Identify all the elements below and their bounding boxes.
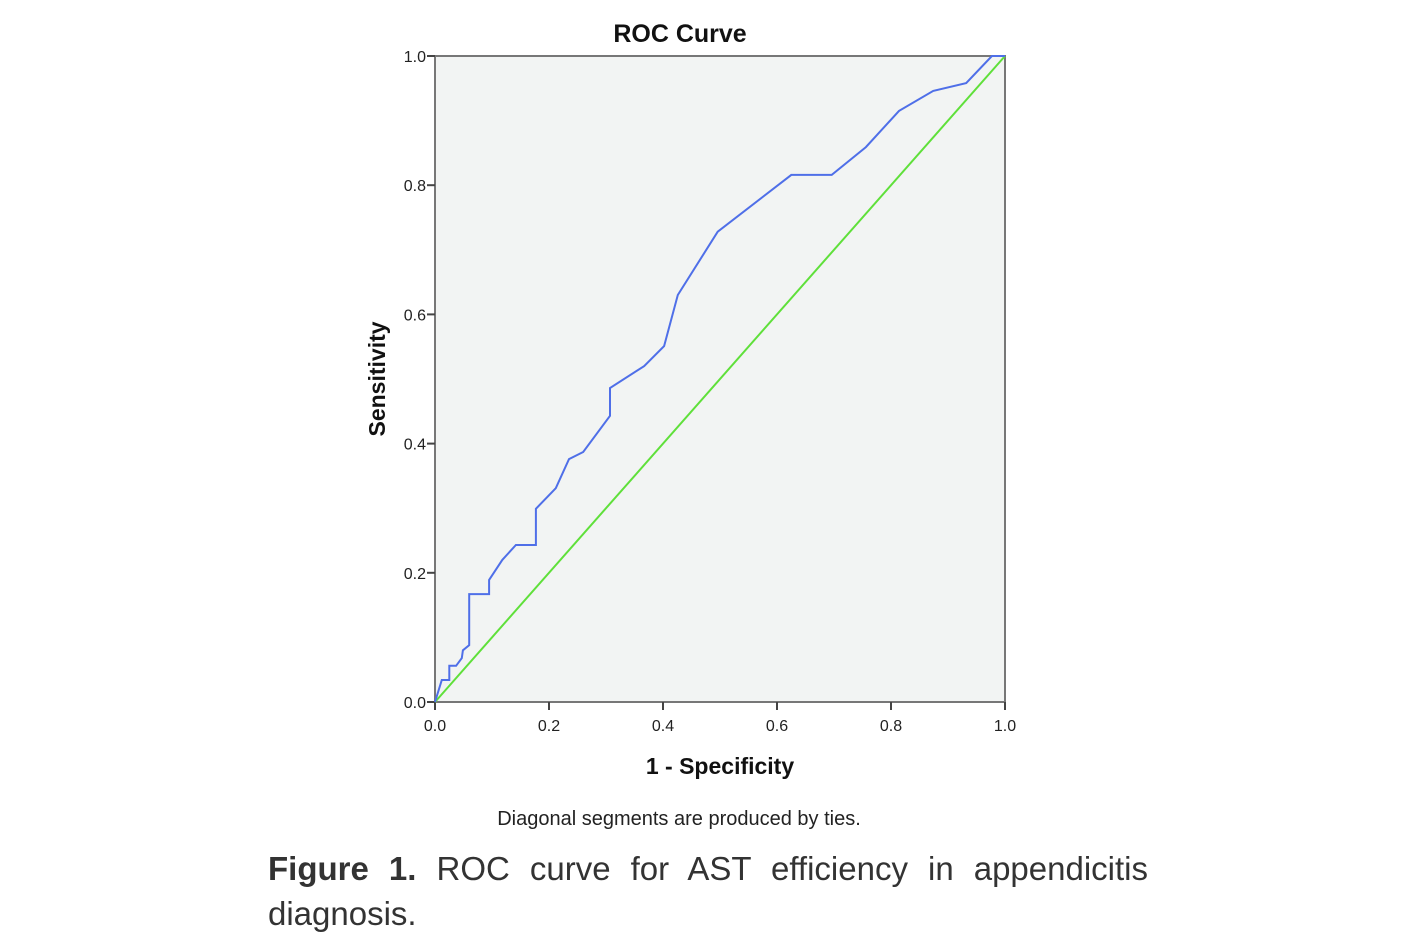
caption-label: Figure 1. <box>268 850 417 887</box>
y-tick-label: 0.2 <box>404 566 426 583</box>
caption-text: ROC curve for AST efficiency in appendic… <box>268 850 1149 932</box>
chart-note: Diagonal segments are produced by ties. <box>497 808 861 830</box>
y-tick-label: 1.0 <box>404 49 426 66</box>
x-tick-label: 0.6 <box>766 718 788 735</box>
x-axis-label: 1 - Specificity <box>646 753 794 779</box>
x-tick-label: 0.4 <box>652 718 674 735</box>
x-tick-label: 1.0 <box>994 718 1016 735</box>
x-tick-label: 0.0 <box>424 718 446 735</box>
x-tick-label: 0.8 <box>880 718 902 735</box>
y-axis-label: Sensitivity <box>364 321 390 436</box>
roc-curve-line <box>434 55 1005 703</box>
y-tick-label: 0.0 <box>404 695 426 712</box>
y-tick-label: 0.4 <box>404 437 426 454</box>
y-tick-label: 0.8 <box>404 178 426 195</box>
figure-caption: Figure 1. ROC curve for AST efficiency i… <box>268 846 1148 936</box>
chart-title: ROC Curve <box>613 20 746 48</box>
reference-diagonal-line <box>434 55 1006 703</box>
y-tick-label: 0.6 <box>404 307 426 324</box>
x-tick-label: 0.2 <box>538 718 560 735</box>
